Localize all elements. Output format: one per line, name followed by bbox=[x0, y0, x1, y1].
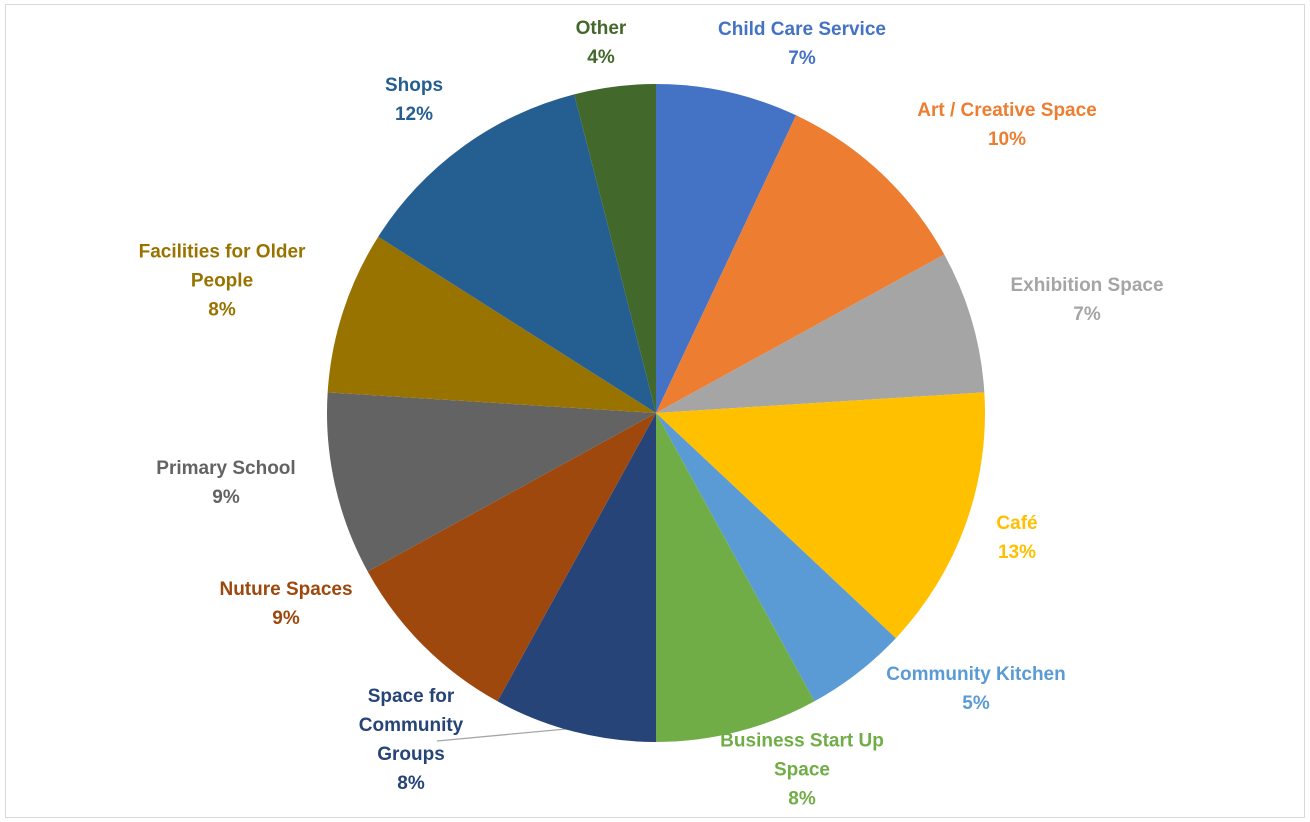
data-label-category: Shops bbox=[384, 75, 444, 96]
data-label-category: Café bbox=[996, 513, 1038, 534]
data-label-category: Community Kitchen bbox=[886, 664, 1066, 685]
data-label: Space for Community Groups 8% bbox=[359, 682, 464, 798]
data-label-category: Art / Creative Space bbox=[917, 100, 1097, 121]
pie-slice-primary-school bbox=[327, 392, 656, 572]
data-label-category: Nuture Spaces bbox=[219, 579, 353, 600]
data-label-value: 8% bbox=[397, 773, 425, 794]
pie-slice-art-creative-space bbox=[656, 115, 945, 413]
data-label-category: Community bbox=[358, 715, 464, 736]
data-label: Business Start Up Space 8% bbox=[720, 727, 884, 814]
data-label-category: People bbox=[190, 270, 254, 292]
data-label-value: 9% bbox=[212, 487, 240, 508]
pie-slice-caf bbox=[656, 392, 985, 639]
data-label-value: 9% bbox=[272, 608, 300, 629]
data-label: Facilities for Older People 8% bbox=[139, 238, 306, 325]
data-label: Primary School 9% bbox=[156, 454, 295, 512]
data-label: Community Kitchen 5% bbox=[886, 660, 1065, 718]
pie-slice-facilities-for-older-people bbox=[327, 236, 656, 413]
data-label: Child Care Service 7% bbox=[718, 15, 886, 73]
data-label-category: Primary School bbox=[156, 458, 296, 479]
data-label: Café 13% bbox=[996, 509, 1037, 567]
pie-slice-other bbox=[574, 84, 656, 413]
data-label-value: 8% bbox=[208, 299, 236, 321]
pie-slice-nuture-spaces bbox=[367, 413, 656, 702]
data-label-value: 10% bbox=[987, 129, 1027, 150]
pie-slice-community-kitchen bbox=[656, 413, 896, 702]
data-label-category: Exhibition Space bbox=[1010, 275, 1164, 296]
data-label-value: 7% bbox=[788, 48, 816, 69]
pie-slices bbox=[327, 84, 985, 742]
data-label-category: Space bbox=[774, 759, 830, 781]
data-label: Art / Creative Space 10% bbox=[917, 96, 1097, 154]
data-label-value: 8% bbox=[788, 788, 816, 810]
data-label: Exhibition Space 7% bbox=[1010, 271, 1163, 329]
data-label: Shops 12% bbox=[385, 71, 443, 129]
pie-slice-exhibition-space bbox=[656, 254, 985, 413]
data-label-value: 7% bbox=[1073, 304, 1101, 325]
data-label-category: Space for bbox=[367, 686, 455, 707]
data-label: Nuture Spaces 9% bbox=[219, 575, 352, 633]
data-label-category: Business Start Up bbox=[720, 730, 884, 752]
data-label-category: Other bbox=[575, 18, 627, 39]
data-label-category: Groups bbox=[377, 744, 445, 765]
pie-slice-space-for-community-groups bbox=[497, 413, 656, 742]
data-label-value: 5% bbox=[962, 693, 990, 714]
data-label-value: 12% bbox=[394, 104, 434, 125]
data-label-category: Child Care Service bbox=[718, 19, 886, 40]
pie-slice-business-start-up-space bbox=[656, 413, 815, 742]
data-label-category: Facilities for Older bbox=[138, 241, 306, 263]
pie-slice-shops bbox=[378, 94, 656, 413]
data-label-value: 13% bbox=[997, 542, 1037, 563]
leader-line bbox=[436, 728, 567, 742]
data-label-value: 4% bbox=[587, 47, 615, 68]
data-label: Other 4% bbox=[576, 14, 627, 72]
pie-slice-child-care-service bbox=[656, 84, 797, 413]
